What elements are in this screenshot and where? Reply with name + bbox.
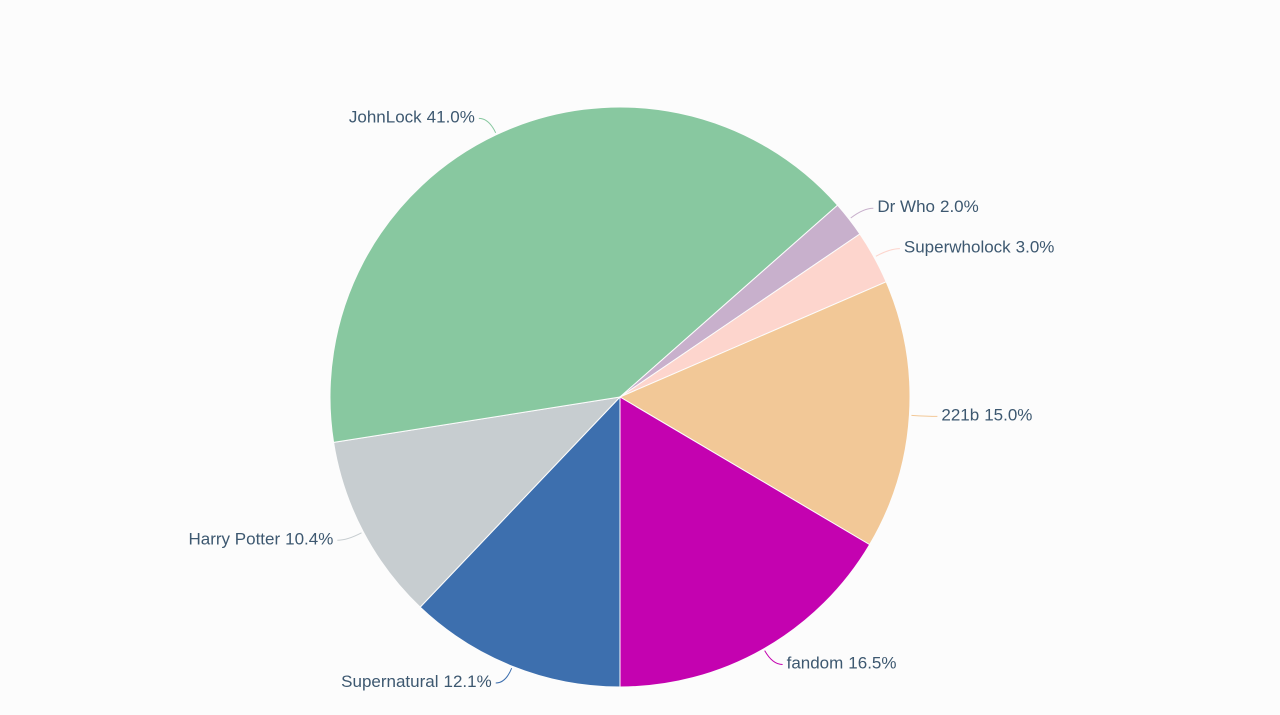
- slice-value-label: 15.0%: [984, 406, 1032, 425]
- slice-category: JohnLock: [349, 108, 422, 127]
- pie-slice: [419, 395, 621, 688]
- leader-line: [850, 207, 874, 219]
- slice-value-label: 16.5%: [848, 654, 896, 673]
- slice-value-label: 41.0%: [427, 108, 475, 127]
- leader-line: [495, 667, 513, 684]
- slice-value-label: 10.4%: [285, 530, 333, 549]
- slice-category: Superwholock: [904, 238, 1011, 257]
- leader-line: [911, 414, 938, 417]
- slice-label: Supernatural 12.1%: [341, 672, 492, 691]
- slice-category: 221b: [941, 406, 979, 425]
- slice-label: Superwholock 3.0%: [904, 238, 1055, 257]
- slice-label: JohnLock 41.0%: [349, 108, 475, 127]
- leader-line: [337, 532, 362, 541]
- slice-value-label: 2.0%: [940, 198, 979, 217]
- slice-category: Supernatural: [341, 672, 438, 691]
- leader-line: [478, 117, 497, 134]
- slice-category: Harry Potter: [189, 530, 281, 549]
- slice-label: Dr Who 2.0%: [877, 198, 978, 217]
- slice-value-label: 12.1%: [444, 672, 492, 691]
- slice-label: Harry Potter 10.4%: [189, 530, 334, 549]
- leader-line: [875, 248, 900, 257]
- pie-slice: [619, 396, 871, 688]
- slice-label: fandom 16.5%: [787, 654, 897, 673]
- pie-slice: [618, 281, 911, 546]
- pie-slice: [329, 106, 839, 443]
- slice-label: 221b 15.0%: [941, 406, 1032, 425]
- slice-category: fandom: [787, 654, 844, 673]
- leader-line: [764, 650, 783, 666]
- slice-category: Dr Who: [877, 198, 935, 217]
- pie-slice: [332, 396, 622, 608]
- slice-value-label: 3.0%: [1016, 238, 1055, 257]
